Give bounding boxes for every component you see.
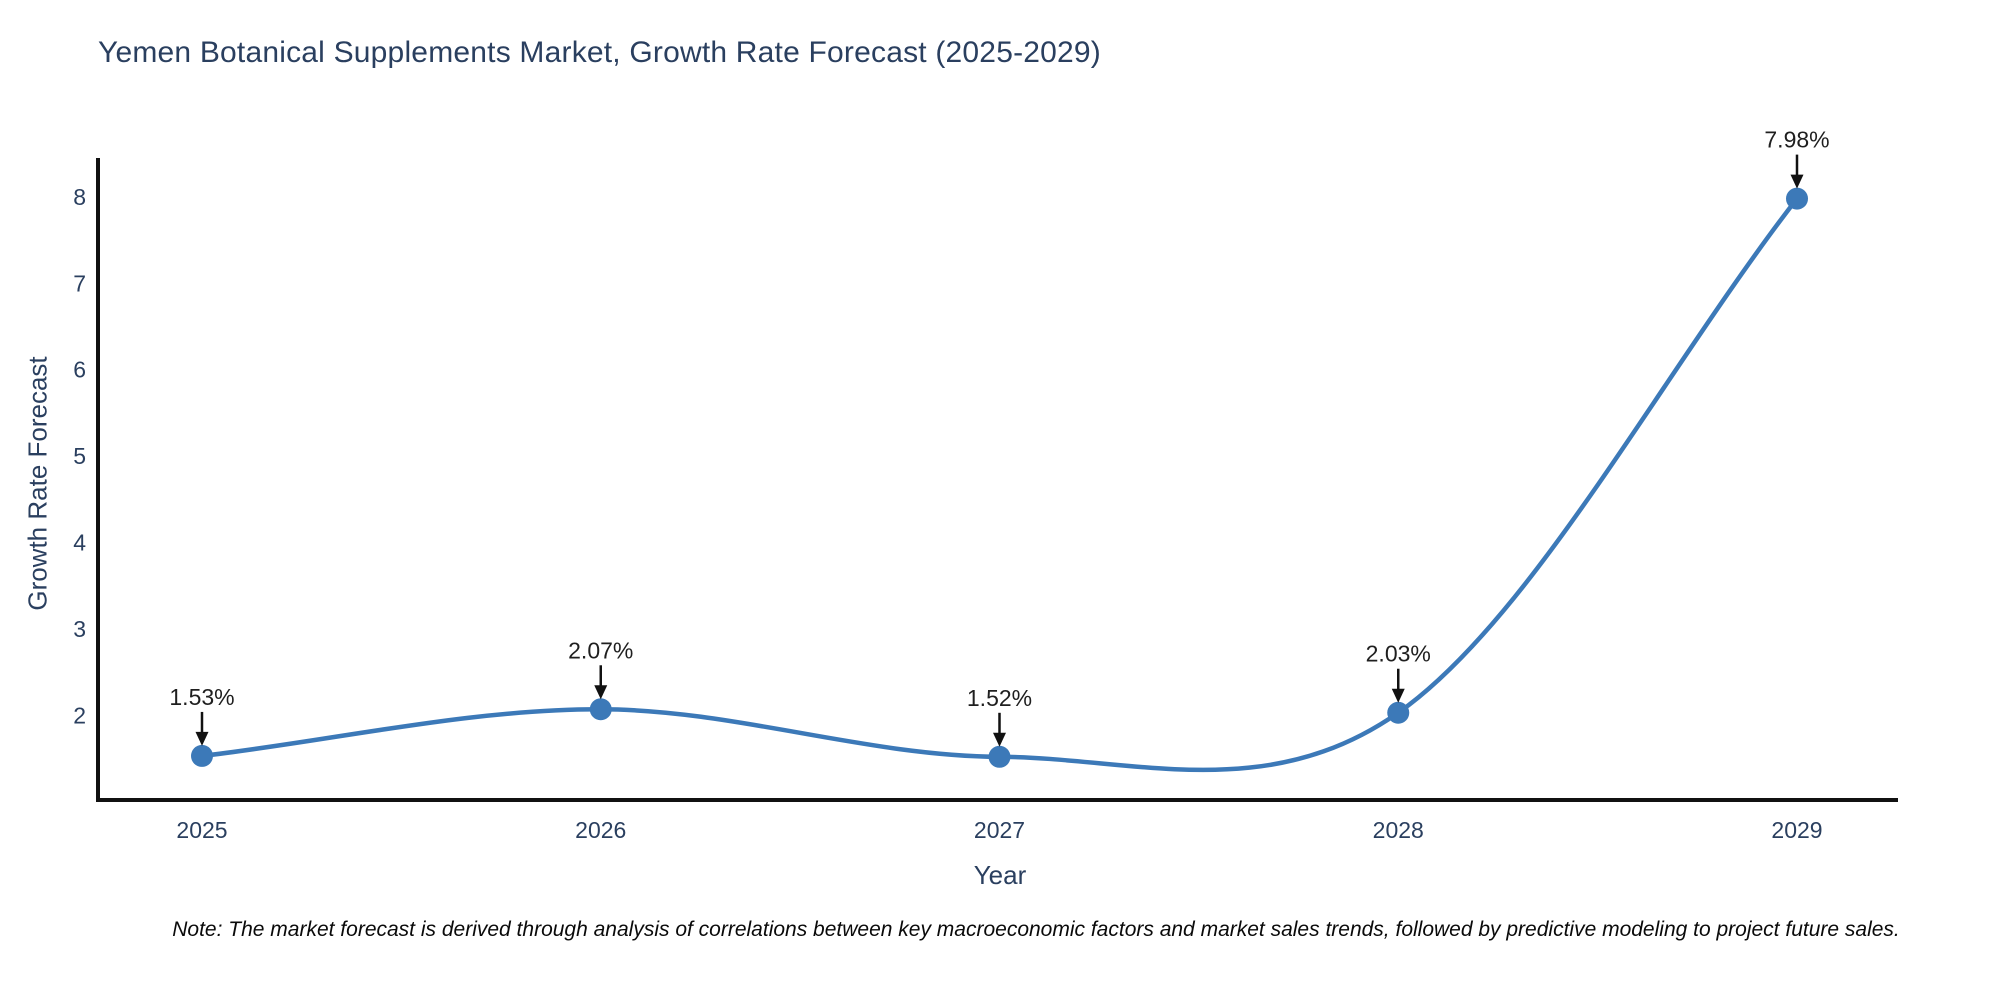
annotation-arrowhead — [195, 731, 209, 746]
x-tick-label: 2025 — [176, 817, 227, 843]
footnote: Note: The market forecast is derived thr… — [40, 918, 2000, 942]
x-tick-label: 2028 — [1373, 817, 1424, 843]
data-point-marker — [1786, 187, 1808, 210]
y-axis-title: Growth Rate Forecast — [22, 356, 53, 611]
annotation-arrowhead — [594, 685, 608, 700]
chart-title: Yemen Botanical Supplements Market, Grow… — [98, 36, 1101, 69]
annotation-arrowhead — [1790, 174, 1804, 189]
annotation-label: 2.03% — [1366, 641, 1431, 667]
y-tick-label: 5 — [73, 443, 86, 469]
data-point-marker — [988, 745, 1011, 768]
annotation-label: 7.98% — [1764, 127, 1829, 153]
y-tick-label: 3 — [73, 616, 86, 642]
y-tick-label: 6 — [73, 357, 86, 383]
x-tick-label: 2029 — [1771, 817, 1822, 843]
data-point-marker — [1387, 701, 1410, 724]
x-tick-label: 2027 — [974, 817, 1025, 843]
annotation-label: 1.52% — [967, 685, 1032, 711]
data-point-marker — [589, 698, 612, 721]
y-tick-label: 2 — [73, 702, 86, 728]
annotation-label: 2.07% — [568, 637, 633, 663]
x-axis-title: Year — [973, 860, 1027, 890]
x-tick-label: 2026 — [575, 817, 626, 843]
annotation-arrowhead — [1391, 688, 1405, 703]
footnote-text: Note: The market forecast is derived thr… — [172, 918, 1900, 941]
y-tick-label: 8 — [73, 184, 86, 210]
annotation-label: 1.53% — [169, 684, 234, 710]
annotation-arrowhead — [993, 732, 1006, 747]
trend-line — [199, 196, 1800, 773]
data-point-marker — [191, 744, 213, 767]
y-tick-label: 7 — [73, 270, 86, 296]
y-tick-label: 4 — [73, 530, 86, 556]
